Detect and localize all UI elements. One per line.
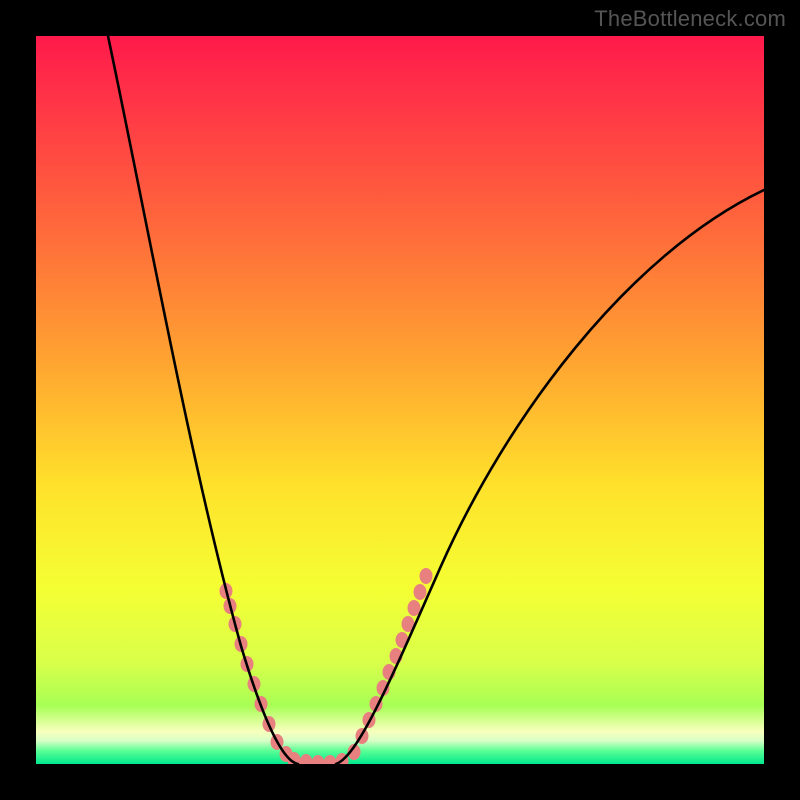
curve-right (336, 190, 764, 764)
curve-left (108, 36, 298, 764)
curve-marker (312, 755, 325, 764)
curve-marker (414, 584, 427, 600)
curve-marker (420, 568, 433, 584)
curve-marker (300, 754, 313, 764)
watermark-text: TheBottleneck.com (594, 6, 786, 32)
curve-marker (324, 755, 337, 764)
chart-svg (36, 36, 764, 764)
marker-group (220, 568, 433, 764)
plot-area (36, 36, 764, 764)
chart-stage: TheBottleneck.com (0, 0, 800, 800)
